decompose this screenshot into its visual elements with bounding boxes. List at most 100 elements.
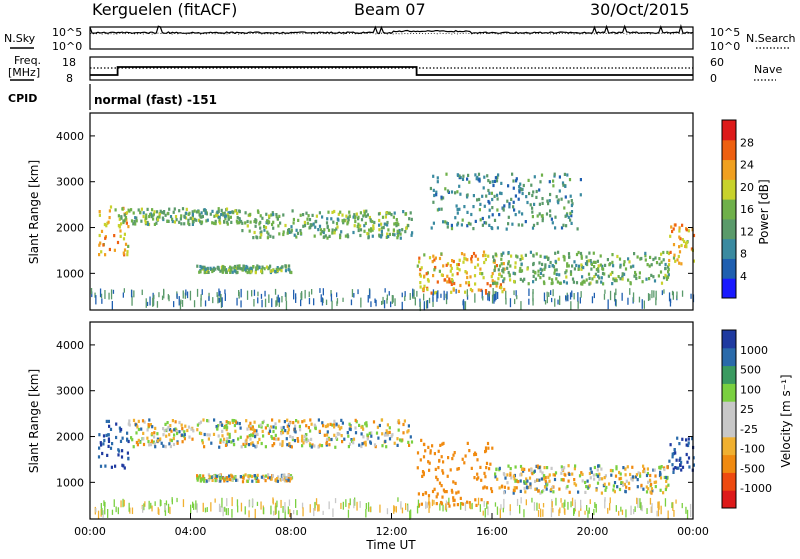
data-cell bbox=[323, 235, 326, 239]
data-cell bbox=[103, 438, 106, 443]
data-cell bbox=[376, 425, 379, 429]
data-cell bbox=[419, 285, 422, 289]
ground-scatter-cell bbox=[365, 509, 367, 518]
data-cell bbox=[543, 474, 546, 478]
data-cell bbox=[612, 277, 615, 281]
ground-scatter-cell bbox=[244, 506, 246, 515]
ytick-label: 2000 bbox=[56, 431, 84, 444]
ground-scatter-cell bbox=[359, 501, 361, 508]
data-cell bbox=[404, 212, 408, 216]
station-title: Kerguelen (fitACF) bbox=[92, 0, 237, 19]
data-cell bbox=[541, 219, 544, 223]
data-cell bbox=[541, 216, 544, 221]
data-cell bbox=[334, 445, 337, 449]
ground-scatter-cell bbox=[218, 298, 220, 303]
data-cell bbox=[271, 222, 274, 227]
data-cell bbox=[545, 487, 548, 491]
data-cell bbox=[381, 432, 384, 436]
data-cell bbox=[672, 227, 675, 231]
ground-scatter-cell bbox=[260, 501, 262, 510]
data-cell bbox=[224, 443, 228, 447]
ground-scatter-cell bbox=[131, 507, 134, 515]
ground-scatter-cell bbox=[428, 297, 431, 304]
data-cell bbox=[442, 460, 445, 464]
data-cell bbox=[470, 257, 473, 261]
data-cell bbox=[120, 222, 123, 226]
data-cell bbox=[539, 491, 542, 495]
data-cell bbox=[571, 202, 574, 206]
ground-scatter-cell bbox=[621, 509, 624, 515]
data-cell bbox=[115, 435, 118, 440]
data-cell bbox=[365, 209, 368, 213]
data-cell bbox=[227, 215, 230, 219]
colorbar-tick: 500 bbox=[740, 364, 761, 377]
ground-scatter-cell bbox=[184, 292, 186, 299]
ground-scatter-cell bbox=[425, 501, 427, 509]
data-cell bbox=[518, 210, 521, 214]
data-cell bbox=[100, 229, 104, 233]
data-cell bbox=[295, 228, 298, 232]
ground-scatter-cell bbox=[577, 292, 579, 302]
ground-scatter-cell bbox=[104, 504, 106, 515]
data-cell bbox=[265, 265, 269, 269]
data-cell bbox=[648, 277, 651, 281]
colorbar-tick: 16 bbox=[740, 203, 754, 216]
data-cell bbox=[667, 273, 670, 277]
ground-scatter-cell bbox=[383, 300, 386, 309]
data-cell bbox=[508, 273, 511, 277]
data-cell bbox=[468, 501, 471, 505]
data-cell bbox=[601, 477, 604, 481]
data-cell bbox=[346, 222, 349, 226]
data-cell bbox=[247, 443, 251, 447]
data-cell bbox=[652, 468, 655, 472]
data-cell bbox=[529, 250, 532, 254]
data-cell bbox=[250, 433, 253, 437]
data-cell bbox=[268, 214, 271, 218]
data-cell bbox=[192, 429, 195, 433]
data-cell bbox=[189, 216, 192, 220]
data-cell bbox=[687, 456, 691, 460]
data-cell bbox=[532, 190, 535, 194]
data-cell bbox=[456, 190, 459, 194]
data-cell bbox=[314, 225, 317, 229]
ground-scatter-cell bbox=[661, 290, 663, 296]
data-cell bbox=[619, 265, 622, 269]
data-cell bbox=[264, 474, 267, 478]
data-cell bbox=[461, 177, 465, 181]
ground-scatter-cell bbox=[537, 510, 540, 517]
data-cell bbox=[631, 475, 634, 479]
data-cell bbox=[236, 264, 239, 268]
data-cell bbox=[423, 284, 426, 288]
data-cell bbox=[667, 483, 670, 487]
data-cell bbox=[519, 258, 522, 262]
ground-scatter-cell bbox=[101, 507, 103, 515]
ground-scatter-cell bbox=[481, 290, 483, 299]
data-cell bbox=[569, 270, 573, 274]
data-cell bbox=[660, 281, 664, 285]
data-cell bbox=[553, 268, 557, 272]
data-cell bbox=[386, 220, 389, 225]
data-cell bbox=[207, 419, 210, 423]
data-cell bbox=[106, 453, 109, 457]
ground-scatter-cell bbox=[641, 505, 643, 512]
ground-scatter-cell bbox=[91, 291, 93, 298]
data-cell bbox=[249, 212, 252, 216]
data-cell bbox=[408, 217, 411, 221]
data-cell bbox=[502, 251, 505, 255]
ground-scatter-cell bbox=[278, 510, 280, 520]
ground-scatter-cell bbox=[325, 299, 328, 306]
data-cell bbox=[219, 422, 222, 426]
data-cell bbox=[396, 229, 399, 233]
data-cell bbox=[178, 220, 181, 224]
data-cell bbox=[158, 215, 161, 219]
data-cell bbox=[309, 444, 312, 448]
data-cell bbox=[450, 282, 453, 286]
data-cell bbox=[289, 444, 292, 449]
data-cell bbox=[119, 234, 122, 238]
ytick-label: 4000 bbox=[56, 339, 84, 352]
data-cell bbox=[664, 273, 667, 277]
ground-scatter-cell bbox=[300, 292, 302, 299]
ground-scatter-cell bbox=[640, 502, 642, 510]
data-cell bbox=[600, 491, 603, 495]
data-cell bbox=[118, 217, 121, 221]
